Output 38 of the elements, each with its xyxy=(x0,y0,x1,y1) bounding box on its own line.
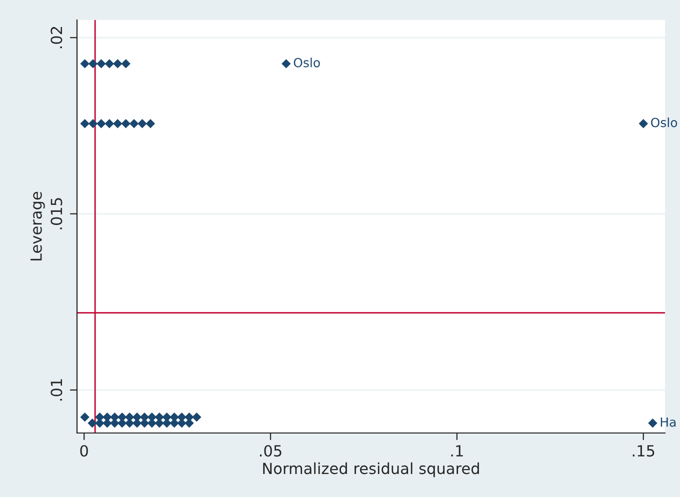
point xyxy=(132,418,142,428)
y-axis-title: Leverage xyxy=(30,192,45,260)
y-tick-label: .015 xyxy=(50,198,62,230)
annotation: Oslo xyxy=(651,118,678,128)
point xyxy=(282,59,291,68)
point xyxy=(88,118,98,128)
point xyxy=(113,118,122,128)
point xyxy=(80,412,90,422)
point xyxy=(96,59,106,68)
x-tick-label: .1 xyxy=(451,445,463,456)
point xyxy=(104,59,114,68)
point xyxy=(121,118,130,128)
annotation: Ha xyxy=(660,417,676,427)
y-tick-label: .01 xyxy=(50,379,62,401)
point xyxy=(638,118,648,128)
point xyxy=(88,59,98,68)
point xyxy=(113,59,122,68)
point xyxy=(96,118,106,128)
point xyxy=(192,412,202,422)
point xyxy=(147,418,157,428)
x-tick-label: .15 xyxy=(632,445,654,457)
x-axis-title: Normalized residual squared xyxy=(263,462,479,478)
point xyxy=(88,418,97,428)
point xyxy=(124,418,134,428)
x-tick-label: .05 xyxy=(260,445,282,457)
point xyxy=(80,59,90,68)
point xyxy=(138,118,147,128)
point xyxy=(648,418,658,428)
y-tick-label: .02 xyxy=(50,27,62,48)
annotation: Oslo xyxy=(294,58,320,68)
point xyxy=(154,418,164,428)
point xyxy=(146,118,156,128)
point xyxy=(129,118,139,128)
point xyxy=(140,418,150,428)
point xyxy=(104,118,114,128)
x-tick-label: 0 xyxy=(80,445,88,457)
point xyxy=(80,118,90,128)
point xyxy=(121,59,130,68)
